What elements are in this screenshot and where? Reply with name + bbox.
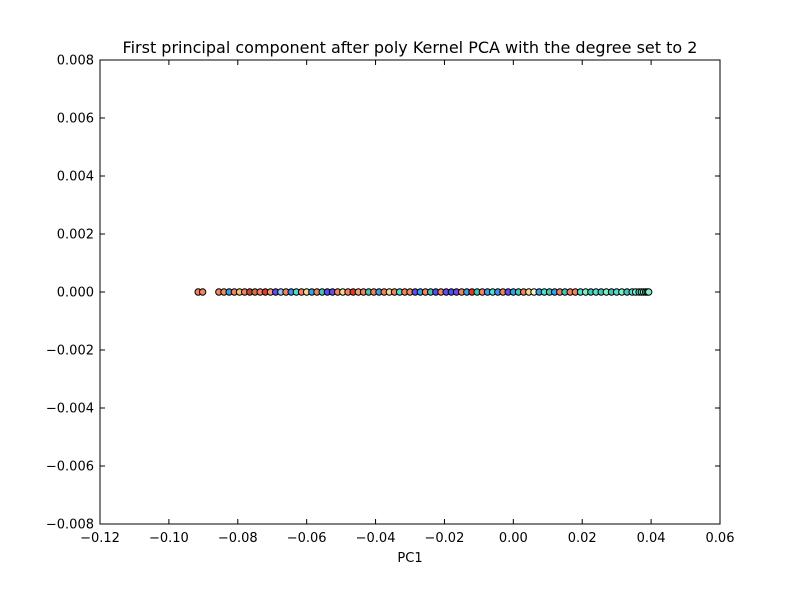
- data-point: [198, 288, 207, 296]
- y-tick-label: 0.000: [57, 286, 94, 301]
- x-tick-label: −0.02: [425, 531, 465, 546]
- x-tick-label: 0.04: [637, 531, 666, 546]
- x-tick-label: −0.12: [80, 531, 120, 546]
- x-axis-label: PC1: [397, 551, 422, 566]
- y-tick-label: −0.002: [46, 344, 94, 359]
- x-tick-label: −0.10: [149, 531, 189, 546]
- y-tick-label: −0.004: [46, 402, 94, 417]
- y-tick-label: 0.008: [57, 54, 94, 69]
- y-tick-label: 0.006: [57, 112, 94, 127]
- y-tick-label: 0.002: [57, 228, 94, 243]
- x-tick-label: 0.00: [499, 531, 528, 546]
- x-tick-label: −0.08: [218, 531, 258, 546]
- data-points: [194, 288, 653, 296]
- y-axis: −0.008 −0.006 −0.004 −0.002 0.000 0.002 0.004 0…: [46, 54, 720, 533]
- x-tick-label: 0.06: [706, 531, 735, 546]
- y-tick-label: 0.004: [57, 170, 94, 185]
- chart-title: First principal component after poly Ker…: [123, 38, 698, 57]
- y-tick-label: −0.006: [46, 460, 94, 475]
- data-point: [645, 288, 653, 296]
- y-tick-label: −0.008: [46, 518, 94, 533]
- x-axis: −0.12 −0.10 −0.08 −0.06 −0.04 −0.02 0.00 0.02 0.…: [80, 60, 734, 546]
- x-tick-label: −0.04: [356, 531, 396, 546]
- x-tick-label: −0.06: [287, 531, 327, 546]
- x-tick-label: 0.02: [568, 531, 597, 546]
